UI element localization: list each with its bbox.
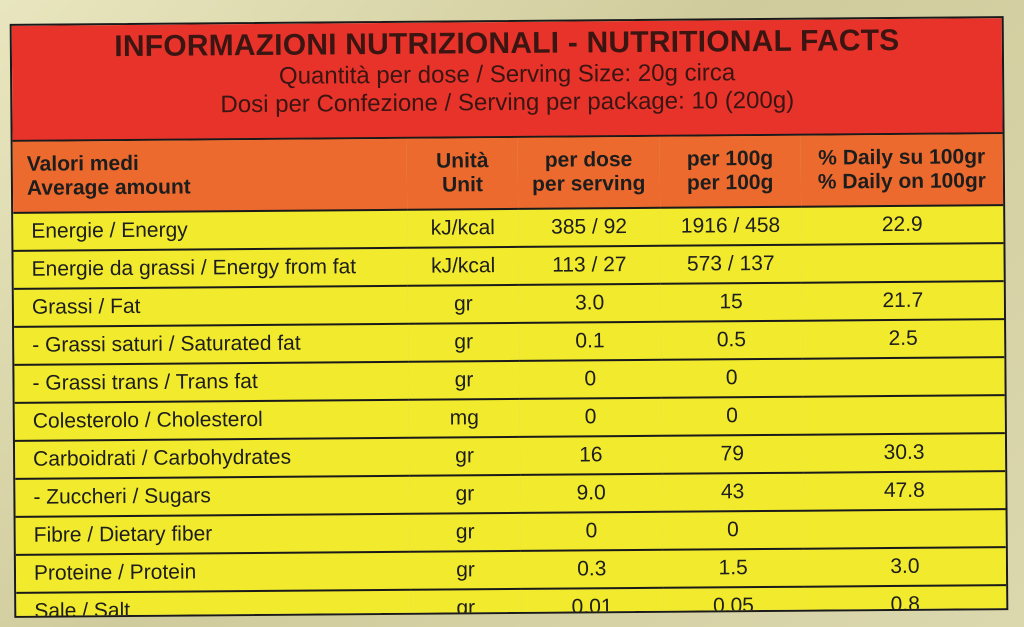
value-per-serving: 113 / 27 [518,245,661,285]
value-daily: 0.8 [804,585,1007,618]
nutrient-unit: kJ/kcal [407,246,519,286]
column-header-per-100g: per 100g per 100g [659,135,802,208]
value-per-100g: 1.5 [662,548,805,588]
value-per-serving: 16 [520,435,662,475]
nutrient-unit: gr [409,512,521,552]
column-header-per-serving: per dose per serving [517,136,660,209]
nutrient-name: Colesterolo / Cholesterol [14,399,409,441]
nutrient-name: - Grassi saturi / Saturated fat [14,323,409,365]
nutrient-unit: gr [407,284,520,324]
value-daily: 30.3 [802,433,1006,473]
value-per-100g: 573 / 137 [659,244,802,284]
nutrient-name: - Grassi trans / Trans fat [14,361,409,403]
value-per-100g: 1916 / 458 [659,206,802,246]
nutrition-facts-panel: INFORMAZIONI NUTRIZIONALI - NUTRITIONAL … [9,16,1009,618]
value-daily: 2.5 [801,319,1005,359]
value-daily: 3.0 [803,547,1007,587]
value-per-serving: 3.0 [518,283,661,323]
value-per-100g: 0 [662,510,804,550]
value-per-100g: 43 [661,472,804,512]
column-header-per-serving-it: per dose [544,148,633,172]
nutrient-name: Sale / Salt [16,589,411,618]
value-daily: 22.9 [801,205,1004,245]
nutrition-header: INFORMAZIONI NUTRIZIONALI - NUTRITIONAL … [11,18,1003,142]
column-header-name-it: Valori medi [26,151,139,176]
value-per-100g: 79 [661,434,804,474]
value-per-serving: 0 [520,511,663,551]
value-per-100g: 0 [661,396,803,436]
value-per-100g: 15 [660,282,802,322]
nutrient-name: Carboidrati / Carbohydrates [14,437,410,479]
nutrition-table: Valori medi Average amount Unità Unit pe… [12,134,1007,618]
nutrient-unit: mg [408,398,521,438]
value-per-serving: 0.3 [520,549,663,589]
value-per-100g: 0 [660,358,803,398]
value-daily [802,357,1005,397]
nutrient-unit: gr [408,322,520,362]
column-header-per-100g-en: per 100g [686,170,774,195]
column-header-unit-en: Unit [441,173,483,197]
nutrient-name: Energie / Energy [13,209,408,251]
nutrient-name: Fibre / Dietary fiber [15,513,410,555]
column-header-row: Valori medi Average amount Unità Unit pe… [12,134,1004,213]
nutrient-name: Proteine / Protein [15,551,411,593]
value-per-serving: 0 [519,359,662,399]
column-header-daily-en: % Daily on 100gr [817,169,987,194]
nutrient-name: Energie da grassi / Energy from fat [13,247,408,289]
column-header-daily-it: % Daily su 100gr [818,145,986,170]
nutrient-name: Grassi / Fat [13,285,409,327]
value-daily: 21.7 [801,281,1005,321]
column-header-unit-it: Unità [435,149,489,173]
value-per-serving: 385 / 92 [518,207,660,247]
column-header-name-en: Average amount [26,175,191,200]
value-per-serving: 0.01 [521,587,663,618]
nutrient-unit: gr [409,550,522,590]
column-header-per-serving-en: per serving [532,171,646,196]
column-header-name: Valori medi Average amount [12,138,408,213]
nutrient-unit: gr [410,588,522,618]
value-per-serving: 0.1 [519,321,661,361]
value-per-100g: 0.5 [660,320,803,360]
nutrition-title: INFORMAZIONI NUTRIZIONALI - NUTRITIONAL … [114,23,900,64]
nutrient-unit: gr [408,360,520,400]
nutrient-name: - Zuccheri / Sugars [15,475,410,517]
nutrient-unit: kJ/kcal [407,208,519,248]
nutrient-unit: gr [409,474,521,514]
column-header-per-100g-it: per 100g [686,146,774,171]
value-per-100g: 0.05 [662,586,805,618]
value-daily [801,243,1004,283]
value-daily [803,509,1006,549]
value-per-serving: 9.0 [520,473,663,513]
column-header-unit: Unità Unit [406,137,519,210]
value-daily [802,395,1005,435]
value-daily: 47.8 [803,471,1006,511]
column-header-daily: % Daily su 100gr % Daily on 100gr [800,134,1004,207]
value-per-serving: 0 [519,397,662,437]
nutrient-unit: gr [408,436,521,476]
